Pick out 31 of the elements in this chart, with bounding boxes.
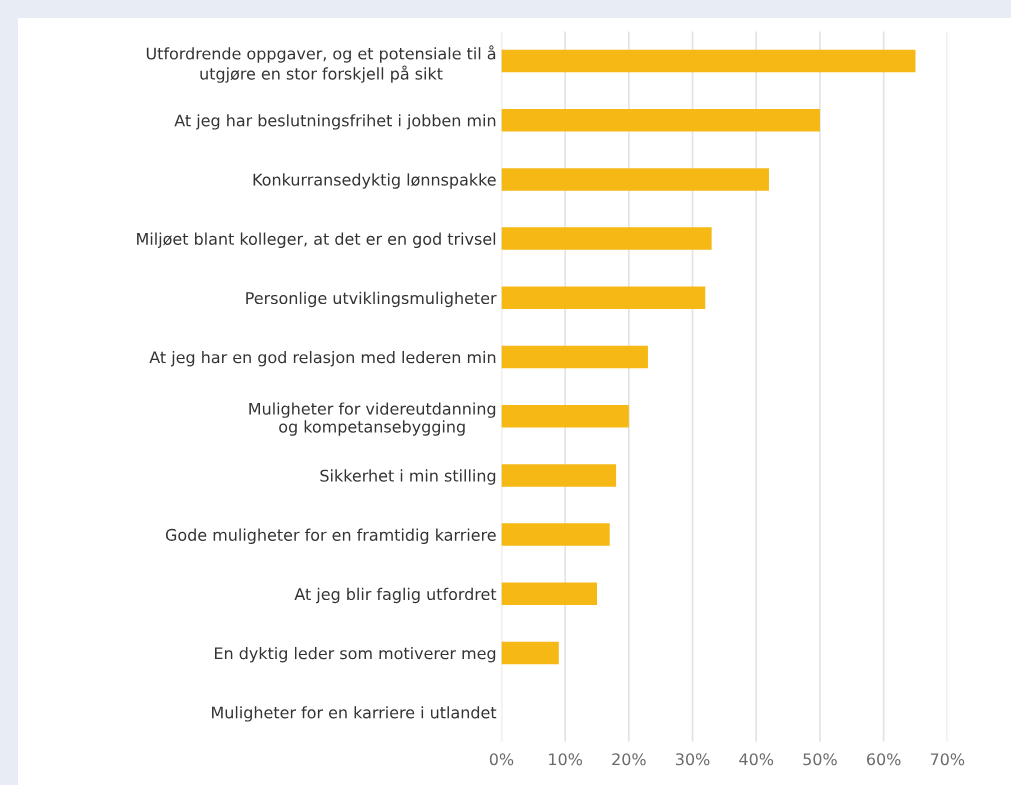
x-tick-label: 40% xyxy=(739,753,774,766)
bar xyxy=(501,168,769,191)
y-tick-label: At jeg har en god relasjon med lederen min xyxy=(149,350,496,367)
bar xyxy=(501,523,610,546)
x-tick-label: 60% xyxy=(866,753,901,766)
x-tick-label: 50% xyxy=(803,753,837,766)
bar xyxy=(501,582,597,606)
y-tick-label: Utfordrende oppgaver, og et potensiale til å utgjøre en stor forskjell på sikt xyxy=(146,45,496,83)
y-tick-label: At jeg har beslutningsfrihet i jobben min xyxy=(174,114,496,130)
y-tick-label: En dyktig leder som motiverer meg xyxy=(215,646,496,663)
bar xyxy=(501,345,648,369)
y-tick-label: Muligheter for en karriere i utlandet xyxy=(212,706,497,722)
bar xyxy=(501,49,916,73)
x-tick-label: 10% xyxy=(549,753,583,766)
y-tick-label: Muligheter for videreutdanning og kompetansebygging xyxy=(249,402,496,436)
x-tick-label: 20% xyxy=(612,753,646,766)
bar xyxy=(501,464,617,487)
bar xyxy=(501,641,559,665)
bar xyxy=(501,227,712,250)
y-tick-label: Miljøet blant kolleger, at det er en god trivsel xyxy=(137,232,496,248)
x-tick-label: 30% xyxy=(676,753,710,766)
y-tick-label: Konkurransedyktig lønnspakke xyxy=(253,173,496,189)
bar xyxy=(501,286,706,310)
bar xyxy=(501,404,629,428)
bar xyxy=(501,108,820,132)
y-tick-label: At jeg blir faglig utfordret xyxy=(294,587,497,604)
x-tick-label: 0% xyxy=(489,753,514,766)
x-tick-label: 70% xyxy=(930,753,965,766)
y-tick-label: Gode muligheter for en framtidig karriere xyxy=(165,528,496,545)
y-tick-label: Sikkerhet i min stilling xyxy=(320,469,496,485)
y-tick-label: Personlige utviklingsmuligheter xyxy=(246,291,497,308)
